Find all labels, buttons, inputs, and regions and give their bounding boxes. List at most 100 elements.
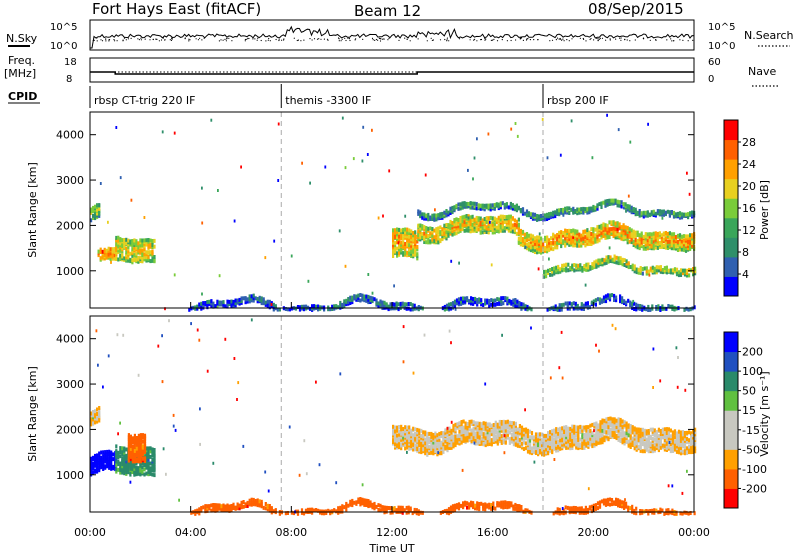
heatmap-cell xyxy=(137,259,140,264)
heatmap-cell xyxy=(425,226,428,230)
heatmap-cell xyxy=(449,222,452,227)
nsearch-point xyxy=(562,38,564,40)
nsearch-point xyxy=(327,39,329,41)
nsearch-point xyxy=(122,39,124,41)
heatmap-cell xyxy=(457,221,460,226)
heatmap-cell xyxy=(488,434,491,439)
heatmap-cell xyxy=(487,222,490,227)
heatmap-cell xyxy=(565,440,568,444)
heatmap-cell xyxy=(607,416,610,421)
heatmap-cell xyxy=(512,431,515,436)
heatmap-cell xyxy=(349,502,352,507)
heatmap-cell xyxy=(451,301,455,306)
heatmap-cell xyxy=(585,434,588,439)
nsearch-point xyxy=(144,38,146,40)
heatmap-cell xyxy=(452,438,455,443)
heatmap-cell xyxy=(570,304,573,309)
heatmap-cell xyxy=(216,305,219,309)
heatmap-cell xyxy=(383,505,386,510)
heatmap-cell xyxy=(574,241,577,245)
heatmap-cell xyxy=(679,430,683,435)
heatmap-cell xyxy=(694,432,697,437)
heatmap-cell xyxy=(401,505,404,510)
heatmap-cell xyxy=(637,433,640,438)
heatmap-cell xyxy=(404,446,407,451)
heatmap-cell xyxy=(123,455,126,459)
heatmap-cell xyxy=(437,228,440,233)
heatmap-cell xyxy=(90,417,93,422)
heatmap-cell xyxy=(517,222,520,227)
heatmap-cell xyxy=(210,508,213,513)
heatmap-cell xyxy=(258,295,261,300)
heatmap-cell xyxy=(483,207,486,212)
heatmap-cell xyxy=(644,246,647,251)
heatmap-cell xyxy=(557,448,560,453)
heatmap-cell xyxy=(300,304,304,309)
heatmap-cell xyxy=(677,448,681,452)
nsearch-point xyxy=(320,38,322,40)
heatmap-cell xyxy=(472,426,475,431)
heatmap-cell xyxy=(133,435,136,440)
heatmap-cell xyxy=(127,255,130,260)
heatmap-cell xyxy=(405,306,408,311)
heatmap-cell xyxy=(669,428,672,433)
heatmap-cell xyxy=(125,462,128,467)
heatmap-cell xyxy=(575,431,578,436)
heatmap-cell xyxy=(607,430,610,435)
heatmap-cell xyxy=(506,430,509,434)
heatmap-cell xyxy=(131,253,134,258)
heatmap-cell xyxy=(675,270,679,275)
heatmap-cell xyxy=(568,231,571,236)
nsky-line xyxy=(90,25,695,49)
nsearch-point xyxy=(92,39,94,42)
heatmap-cell xyxy=(683,451,687,456)
heatmap-cell xyxy=(632,209,635,214)
nsearch-point xyxy=(484,39,486,41)
heatmap-cell xyxy=(200,304,203,309)
heatmap-cell xyxy=(647,443,650,448)
heatmap-cell xyxy=(531,241,535,246)
heatmap-cell xyxy=(593,426,596,431)
heatmap-cell xyxy=(554,304,557,309)
nsearch-point xyxy=(318,38,320,40)
heatmap-cell xyxy=(567,443,570,448)
heatmap-cell xyxy=(540,236,543,241)
heatmap-cell xyxy=(517,236,520,241)
heatmap-cell xyxy=(591,262,594,267)
heatmap-cell xyxy=(587,425,590,430)
heatmap-cell xyxy=(234,298,237,303)
heatmap-cell xyxy=(145,255,148,259)
heatmap-cell xyxy=(692,445,695,450)
heatmap-cell xyxy=(305,472,308,476)
heatmap-cell xyxy=(515,206,518,211)
heatmap-cell xyxy=(680,246,684,251)
heatmap-cell xyxy=(614,227,617,232)
heatmap-cell xyxy=(440,451,443,456)
cpid-segment-label: rbsp 200 IF xyxy=(547,94,609,107)
heatmap-cell xyxy=(564,233,567,238)
heatmap-cell xyxy=(492,302,495,307)
heatmap-cell xyxy=(451,507,455,512)
heatmap-cell xyxy=(604,235,607,240)
heatmap-cell xyxy=(642,244,645,249)
heatmap-cell xyxy=(555,429,558,434)
nsearch-point xyxy=(620,39,622,41)
heatmap-cell xyxy=(129,464,132,469)
heatmap-cell xyxy=(115,254,118,259)
heatmap-cell xyxy=(444,444,447,449)
heatmap-cell xyxy=(669,434,672,439)
heatmap-cell xyxy=(583,443,586,448)
heatmap-cell xyxy=(533,247,537,252)
heatmap-cell xyxy=(639,427,642,432)
heatmap-cell xyxy=(242,296,245,301)
heatmap-cell xyxy=(584,229,587,234)
heatmap-cell xyxy=(600,225,603,230)
heatmap-cell xyxy=(524,304,527,309)
heatmap-cell xyxy=(533,250,537,254)
heatmap-cell xyxy=(669,442,672,447)
heatmap-cell xyxy=(608,235,611,239)
heatmap-cell xyxy=(673,439,677,444)
heatmap-cell xyxy=(447,231,450,236)
heatmap-cell xyxy=(463,220,466,225)
heatmap-cell xyxy=(644,210,647,215)
